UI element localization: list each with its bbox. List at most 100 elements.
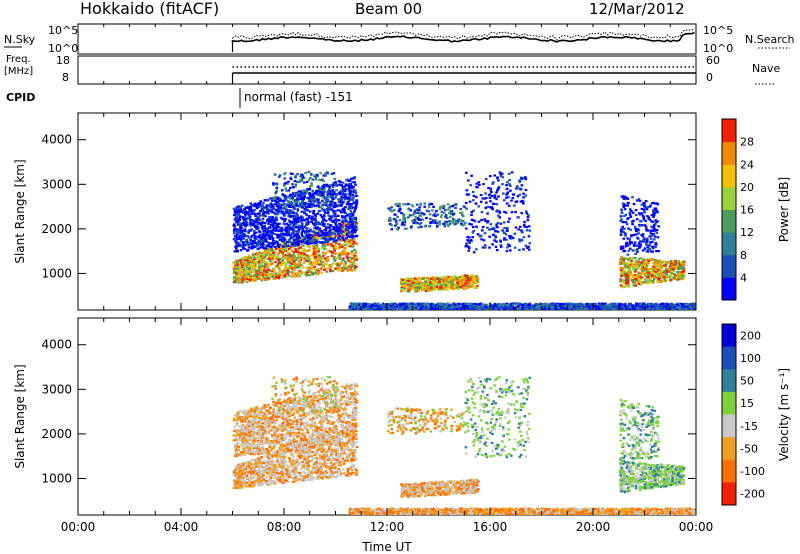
range-cell — [307, 256, 310, 259]
range-cell — [652, 269, 655, 272]
range-cell — [284, 198, 288, 201]
range-cell — [243, 274, 247, 277]
range-cell — [518, 193, 522, 196]
range-cell — [257, 227, 260, 230]
range-cell — [682, 266, 685, 269]
range-cell — [455, 287, 458, 290]
range-cell — [245, 266, 249, 269]
range-cell — [621, 225, 624, 228]
range-cell — [522, 236, 526, 239]
range-cell — [650, 220, 653, 223]
range-cell — [341, 216, 344, 219]
range-cell — [299, 175, 302, 178]
range-cell — [682, 268, 685, 271]
range-cell — [270, 256, 273, 259]
range-cell — [282, 218, 285, 221]
range-cell — [619, 246, 623, 249]
range-cell — [622, 231, 625, 234]
range-cell — [417, 287, 421, 290]
range-cell — [270, 229, 273, 232]
range-cell — [650, 270, 653, 274]
range-cell — [409, 209, 413, 212]
range-cell — [289, 212, 292, 215]
range-cell — [349, 259, 353, 262]
range-cell — [236, 228, 240, 231]
range-cell — [235, 272, 238, 275]
range-cell — [643, 268, 647, 271]
range-cell — [250, 264, 253, 268]
range-cell — [320, 234, 323, 237]
range-cell — [637, 278, 641, 281]
range-cell — [354, 191, 358, 194]
range-cell — [350, 269, 354, 272]
range-cell — [491, 202, 495, 205]
range-cell — [258, 230, 261, 233]
range-cell — [634, 209, 638, 212]
range-cell — [351, 193, 355, 196]
range-cell — [622, 258, 626, 261]
range-cell — [269, 258, 272, 261]
range-cell — [271, 243, 275, 246]
range-cell — [299, 197, 303, 200]
range-cell — [491, 243, 494, 246]
range-cell — [240, 268, 243, 271]
range-cell — [634, 275, 637, 278]
range-cell — [422, 287, 425, 290]
range-cell — [295, 212, 298, 215]
range-cell — [681, 277, 685, 280]
range-cell — [436, 213, 440, 216]
range-cell — [244, 224, 247, 227]
range-cell — [244, 272, 248, 275]
range-cell — [351, 219, 355, 222]
range-cell — [414, 220, 417, 223]
range-cell — [337, 214, 340, 217]
range-cell — [311, 199, 315, 202]
range-cell — [635, 263, 639, 266]
range-cell — [299, 264, 302, 267]
range-cell — [292, 266, 295, 269]
range-cell — [287, 244, 290, 247]
range-cell — [644, 281, 647, 284]
range-cell — [244, 211, 247, 214]
range-cell — [410, 280, 413, 283]
range-cell — [484, 196, 488, 200]
range-cell — [248, 268, 251, 271]
range-cell — [420, 287, 423, 290]
range-cell — [628, 271, 631, 274]
range-cell — [642, 218, 646, 221]
range-cell — [334, 245, 337, 248]
range-cell — [349, 233, 353, 236]
range-cell — [324, 174, 328, 177]
range-cell — [294, 174, 298, 177]
range-cell — [628, 247, 632, 250]
range-cell — [301, 203, 304, 206]
range-cell — [431, 280, 435, 283]
range-cell — [307, 221, 310, 224]
range-cell — [299, 194, 302, 197]
range-cell — [285, 203, 289, 206]
range-cell — [338, 191, 341, 194]
range-cell — [418, 206, 421, 209]
range-cell — [293, 205, 296, 208]
range-cell — [294, 248, 297, 251]
range-cell — [318, 253, 321, 256]
range-cell — [312, 235, 315, 239]
range-cell — [257, 261, 261, 264]
range-cell — [293, 264, 296, 267]
range-cell — [624, 257, 628, 260]
range-cell — [353, 248, 356, 251]
range-cell — [462, 223, 466, 226]
range-cell — [299, 270, 303, 274]
range-cell — [332, 190, 336, 194]
range-cell — [641, 259, 645, 262]
range-cell — [305, 221, 308, 224]
range-cell — [288, 205, 292, 208]
range-cell — [626, 265, 630, 268]
range-cell — [524, 188, 528, 192]
range-cell — [296, 194, 300, 197]
range-cell — [519, 225, 522, 228]
station-title: Hokkaido (fitACF) — [80, 0, 220, 18]
range-cell — [263, 230, 266, 233]
range-cell — [638, 199, 642, 202]
range-cell — [622, 279, 626, 282]
